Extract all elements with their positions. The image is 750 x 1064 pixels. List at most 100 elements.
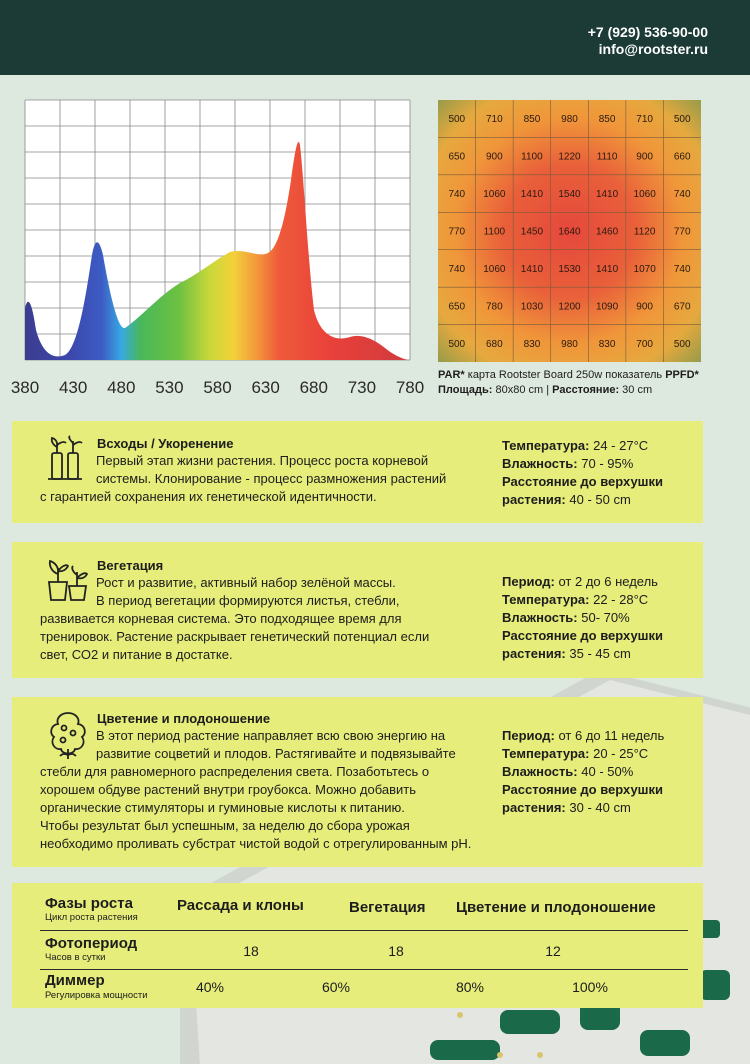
par-caption: PAR* карта Rootster Board 250w показател… (438, 368, 738, 398)
par-cell-value: 770 (448, 227, 465, 238)
area-value: 80x80 cm | (492, 384, 553, 396)
par-cell-value: 670 (674, 301, 691, 312)
x-tick-label: 430 (59, 378, 87, 397)
dimmer-value-4: 100% (572, 979, 608, 995)
text-line: развитие соцветий и плодов. Растягивайте… (96, 746, 456, 761)
potted-plants-icon (47, 559, 89, 601)
card-title: Цветение и плодоношение (97, 711, 271, 726)
par-cell-value: 660 (674, 152, 691, 163)
humidity-value: 70 - 95% (577, 456, 634, 471)
par-cell-value: 650 (448, 301, 465, 312)
par-cell-value: 830 (599, 339, 616, 350)
x-tick-label: 580 (203, 378, 231, 397)
header-bar: +7 (929) 536-90-00 info@rootster.ru (0, 0, 750, 75)
seedling-tube-icon (48, 435, 83, 480)
photoperiod-flowering: 12 (545, 943, 561, 959)
humidity-value: 50- 70% (577, 610, 630, 625)
distance-label: Расстояние до верхушки (502, 782, 664, 797)
dimmer-value-3: 80% (455, 979, 485, 995)
par-background (438, 100, 701, 362)
card-description: Рост и развитие, активный набор зелёной … (40, 574, 429, 664)
text-line: хорошем обдуве растений внутри гроубокса… (40, 782, 417, 797)
par-cell-value: 1120 (634, 227, 656, 238)
par-cell-value: 980 (561, 114, 578, 125)
text-line: тренировок. Растение раскрывает генетиче… (40, 629, 430, 644)
card-title: Всходы / Укоренение (97, 436, 234, 451)
par-cell-value: 1540 (558, 189, 581, 200)
text-line: Рост и развитие, активный набор зелёной … (96, 575, 396, 590)
dimmer-value-1: 40% (195, 979, 225, 995)
x-tick-label: 630 (251, 378, 279, 397)
text-line: необходимо проливать субстрат чистой вод… (40, 836, 472, 851)
phases-title: Фазы роста (45, 895, 133, 912)
par-cell-value: 500 (674, 114, 691, 125)
distance-value: 30 - 40 cm (565, 800, 631, 815)
par-cell-value: 1640 (558, 227, 581, 238)
distance-value: 35 - 45 cm (565, 646, 631, 661)
par-cell-value: 980 (561, 339, 578, 350)
col-flowering: Цветение и плодоношение (456, 899, 656, 916)
par-cell-value: 1070 (634, 264, 657, 275)
spectrum-chart: 380 430 480 530 580 630 680 730 780 (0, 90, 430, 410)
contact-block: +7 (929) 536-90-00 info@rootster.ru (588, 24, 708, 58)
photoperiod-subtitle: Часов в сутки (45, 952, 106, 963)
par-cell-value: 900 (636, 301, 653, 312)
period-value: от 2 до 6 недель (554, 574, 658, 589)
par-cell-value: 1460 (596, 227, 619, 238)
humidity-label: Влажность: (502, 610, 578, 625)
text-line: В период вегетации формируются листья, с… (96, 593, 400, 608)
dimmer-subtitle: Регулировка мощности (45, 990, 148, 1001)
par-cell-value: 900 (486, 152, 503, 163)
x-tick-label: 730 (348, 378, 376, 397)
text-line: с гарантией сохранения их генетической и… (40, 489, 377, 504)
phase-card-seedlings: Всходы / Укоренение Первый этап жизни ра… (12, 421, 703, 523)
par-cell-value: 830 (524, 339, 541, 350)
card-stats: Период: от 6 до 11 недель Температура: 2… (502, 727, 664, 817)
email-address[interactable]: info@rootster.ru (598, 41, 708, 57)
par-cell-value: 1410 (521, 264, 544, 275)
phone-number[interactable]: +7 (929) 536-90-00 (587, 24, 708, 40)
par-caption-text: карта Rootster Board 250w показатель (464, 369, 666, 381)
col-vegetation: Вегетация (349, 899, 426, 916)
dimmer-value-2: 60% (321, 979, 351, 995)
par-cell-value: 740 (448, 189, 465, 200)
par-cell-value: 500 (448, 114, 465, 125)
temp-label: Температура: (502, 438, 590, 453)
par-cell-value: 1100 (484, 227, 506, 238)
par-cell-value: 740 (448, 264, 465, 275)
par-cell-value: 1060 (483, 189, 506, 200)
distance-value: 40 - 50 cm (565, 492, 631, 507)
par-cell-value: 710 (486, 114, 503, 125)
par-cell-value: 1030 (521, 301, 544, 312)
dimmer-title: Диммер (45, 972, 105, 989)
phase-card-flowering: Цветение и плодоношение В этот период ра… (12, 697, 703, 867)
par-cell-value: 740 (674, 264, 691, 275)
flower-bud-icon (50, 712, 86, 759)
text-line: В этот период растение направляет всю св… (96, 728, 446, 743)
distance-label: растения: (502, 800, 566, 815)
text-line: органические стимуляторы и гуминовые кис… (40, 800, 405, 815)
distance-label: Расстояние до верхушки (502, 474, 664, 489)
x-axis-ticks: 380 430 480 530 580 630 680 730 780 (11, 378, 424, 397)
par-cell-value: 1450 (521, 227, 544, 238)
text-line: Первый этап жизни растения. Процесс рост… (96, 453, 429, 468)
temp-label: Температура: (502, 592, 590, 607)
par-cell-value: 850 (524, 114, 541, 125)
x-tick-label: 380 (11, 378, 39, 397)
text-line: развивается корневая система. Это подход… (40, 611, 402, 626)
temp-value: 24 - 27°С (589, 438, 649, 453)
photoperiod-title: Фотопериод (45, 935, 138, 952)
par-heatmap: 500 710 850 980 850 710 500 650 900 1100 1220 1110 9… (438, 100, 701, 362)
text-line: свет, СО2 и питание в достатке. (40, 647, 233, 662)
card-stats: Период: от 2 до 6 недель Температура: 22… (502, 573, 663, 663)
humidity-label: Влажность: (502, 456, 578, 471)
text-line: системы. Клонирование - процесс размноже… (96, 471, 447, 486)
par-cell-value: 850 (599, 114, 616, 125)
par-cell-value: 500 (674, 339, 691, 350)
distance-label: Расстояние: (552, 384, 620, 396)
distance-label: Расстояние до верхушки (502, 628, 664, 643)
par-cell-value: 1410 (596, 189, 619, 200)
par-cell-value: 680 (486, 339, 503, 350)
par-cell-value: 650 (448, 152, 465, 163)
par-cell-value: 1220 (558, 152, 581, 163)
